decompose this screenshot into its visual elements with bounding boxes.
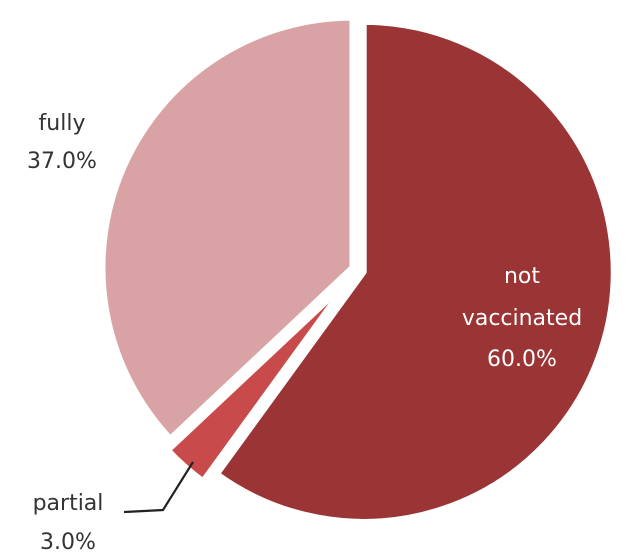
pie-slices: [99, 14, 617, 525]
pie-slice-fully: [99, 14, 356, 442]
pie-slice-not-vaccinated: [213, 18, 617, 525]
slice-value-fully: 37.0%: [27, 149, 97, 174]
slice-label-partial: partial: [33, 491, 104, 516]
slice-value-partial: 3.0%: [40, 530, 96, 555]
slice-label-not-vaccinated: not: [504, 264, 540, 289]
pie-slice-partial: [164, 276, 354, 485]
slice-label-fully: fully: [39, 111, 86, 136]
slice-value-not-vaccinated: 60.0%: [487, 347, 557, 372]
slice-label-not-vaccinated-2: vaccinated: [462, 306, 582, 331]
partial-leader-line: [123, 461, 194, 514]
